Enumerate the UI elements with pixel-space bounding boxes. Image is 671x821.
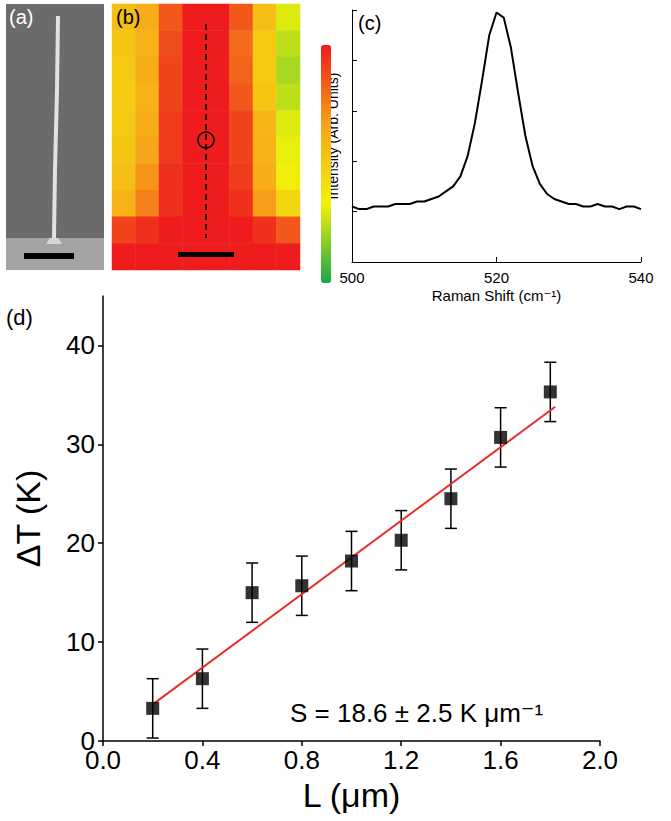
svg-text:0.8: 0.8 (284, 745, 320, 775)
svg-text:10: 10 (66, 627, 95, 657)
svg-text:(c): (c) (358, 12, 381, 34)
svg-text:(d): (d) (6, 305, 33, 330)
svg-text:1.2: 1.2 (383, 745, 419, 775)
svg-text:Intensity (Arb. Units): Intensity (Arb. Units) (325, 72, 341, 200)
svg-text:(a): (a) (9, 6, 33, 28)
svg-text:500: 500 (339, 269, 364, 286)
svg-text:520: 520 (484, 269, 509, 286)
svg-text:Raman Shift (cm⁻¹): Raman Shift (cm⁻¹) (432, 287, 562, 304)
svg-text:(b): (b) (116, 6, 140, 28)
svg-text:ΔT (K): ΔT (K) (9, 470, 47, 568)
svg-text:0.4: 0.4 (184, 745, 220, 775)
svg-text:40: 40 (66, 330, 95, 360)
svg-text:2.0: 2.0 (582, 745, 618, 775)
svg-text:540: 540 (628, 269, 653, 286)
svg-text:0.0: 0.0 (85, 745, 121, 775)
svg-text:L (μm): L (μm) (303, 776, 401, 814)
svg-text:1.6: 1.6 (483, 745, 519, 775)
svg-text:0: 0 (80, 726, 95, 756)
svg-text:20: 20 (66, 528, 95, 558)
svg-text:30: 30 (66, 429, 95, 459)
svg-text:S = 18.6 ± 2.5 K μm⁻¹: S = 18.6 ± 2.5 K μm⁻¹ (290, 698, 544, 728)
